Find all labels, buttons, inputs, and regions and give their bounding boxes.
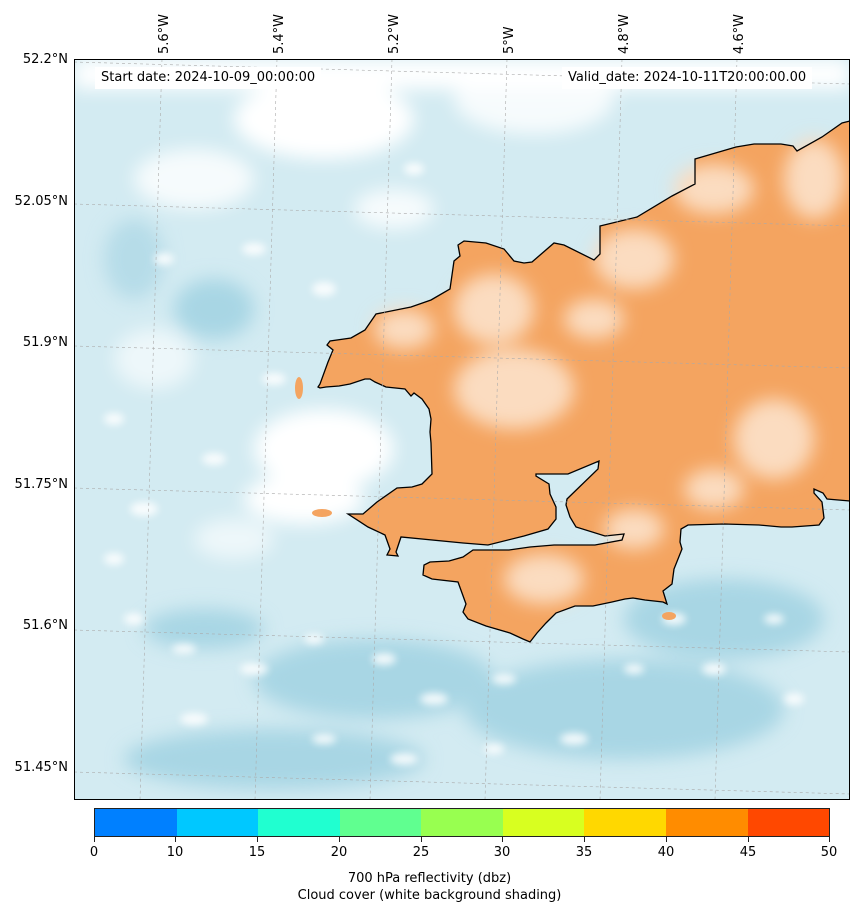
colorbar-tick-label-0: 0 [89,845,99,860]
colorbar-tick [257,837,258,842]
colorbar-tick-label-35: 35 [575,845,593,860]
reflectivity-blob-1 [295,377,303,399]
colorbar-segment-8 [747,809,830,836]
colorbar-tick-label-10: 10 [166,845,184,860]
colorbar-segment-7 [665,809,748,836]
colorbar-tick [584,837,585,842]
colorbar-tick [502,837,503,842]
colorbar-tick-label-45: 45 [739,845,757,860]
colorbar-tick [829,837,830,842]
lat-label-52-2: 52.2°N [22,52,68,67]
colorbar-tick [666,837,667,842]
colorbar-segment-6 [584,809,666,836]
lon-label-5-2: 5.2°W [387,13,402,54]
lat-label-51-6: 51.6°N [22,618,68,633]
map-border [74,59,850,800]
cloud-speckles [104,163,804,765]
colorbar-tick-label-30: 30 [493,845,511,860]
reflectivity-blob-2 [312,509,332,517]
lon-label-5-6: 5.6°W [157,13,172,54]
lon-label-4-8: 4.8°W [617,13,632,54]
colorbar [94,808,830,837]
colorbar-tick-label-25: 25 [412,845,430,860]
colorbar-segment-5 [502,809,585,836]
cloud-shading [74,59,850,789]
colorbar-tick-label-15: 15 [248,845,266,860]
lon-label-5: 5°W [502,26,517,54]
colorbar-segment-1 [176,809,259,836]
colorbar-tick-label-50: 50 [820,845,838,860]
map-frame [74,59,850,800]
coastline [317,120,850,643]
colorbar-segment-0 [95,809,177,836]
colorbar-segment-2 [258,809,340,836]
colorbar-caption-line1: 700 hPa reflectivity (dbz) [347,871,512,886]
map-canvas [74,59,850,800]
colorbar-tick [421,837,422,842]
lon-label-4-6: 4.6°W [732,13,747,54]
colorbar-tick-label-40: 40 [657,845,675,860]
colorbar-tick [175,837,176,842]
colorbar-tick [748,837,749,842]
start-date-label: Start date: 2024-10-09_00:00:00 [95,67,322,89]
valid-date-label: Valid_date: 2024-10-11T20:00:00.00 [562,67,813,89]
lon-label-5-4: 5.4°W [272,13,287,54]
land-region [318,121,850,642]
colorbar-tick-label-20: 20 [330,845,348,860]
lat-label-51-9: 51.9°N [22,335,68,350]
land-shading [374,139,844,604]
reflectivity-blob-3 [662,612,676,620]
colorbar-segment-4 [421,809,503,836]
colorbar-tick [339,837,340,842]
lat-label-52-05: 52.05°N [14,194,68,209]
colorbar-caption-line2: Cloud cover (white background shading) [297,888,562,903]
colorbar-segment-3 [339,809,422,836]
lat-label-51-75: 51.75°N [14,477,68,492]
colorbar-tick [94,837,95,842]
lat-label-51-45: 51.45°N [14,760,68,775]
